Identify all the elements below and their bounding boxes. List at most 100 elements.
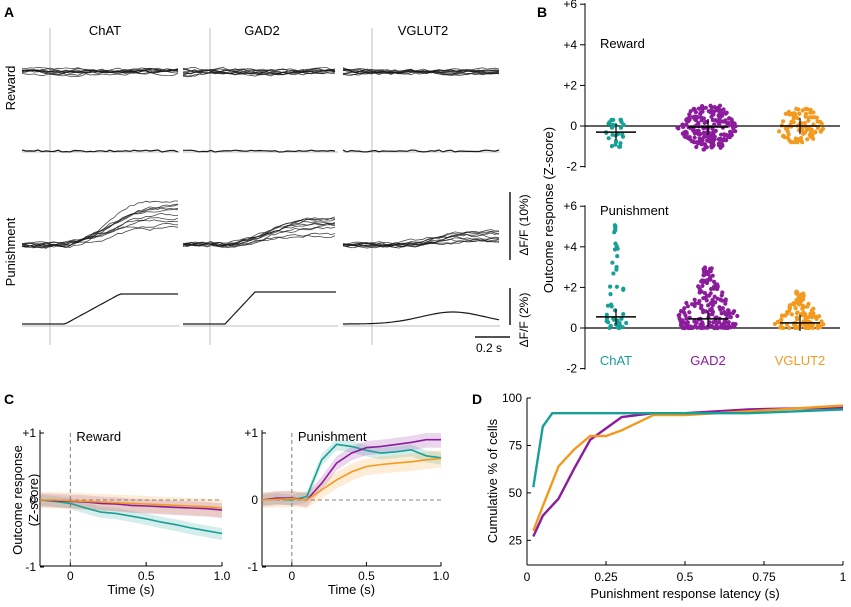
reward-mean-trace [183, 149, 336, 153]
b-point [612, 317, 617, 322]
b-point [700, 104, 705, 109]
b-point [699, 325, 704, 331]
c-xtick-label: 0.5 [358, 569, 375, 583]
c-ytick-label: -1 [247, 560, 258, 574]
b-point [717, 115, 723, 120]
punishment-mean-trace [343, 311, 500, 325]
punishment-trial-trace [182, 223, 336, 246]
b-point [720, 306, 726, 311]
b-point [688, 109, 693, 114]
b-point [699, 142, 704, 147]
d-xlabel: Punishment response latency (s) [590, 586, 779, 601]
b-point [789, 312, 794, 317]
b-point [621, 286, 626, 291]
punishment-trial-trace [342, 238, 500, 249]
b-point [609, 144, 615, 149]
b-point [687, 310, 692, 315]
b-point [681, 124, 686, 130]
b-point [618, 144, 623, 149]
b-point [721, 137, 726, 142]
b-point [692, 107, 697, 113]
d-xtick-label: 0.75 [752, 570, 776, 584]
b-point [682, 310, 687, 315]
b-point [726, 133, 731, 138]
b-point [697, 136, 702, 141]
b-point [619, 316, 624, 321]
b-point [692, 135, 697, 140]
b-point [702, 120, 707, 125]
b-point [793, 306, 798, 311]
b-point [712, 325, 717, 331]
d-xtick-label: 1 [840, 570, 847, 584]
b-point [714, 323, 719, 328]
b-point [692, 131, 697, 136]
b-point [730, 125, 736, 130]
b-point [803, 318, 808, 323]
b-point [610, 132, 615, 137]
b-point [697, 299, 702, 304]
b-ytick-label: -2 [566, 362, 577, 376]
b-point [607, 120, 612, 125]
b-point [613, 228, 618, 233]
b-point [806, 118, 811, 123]
b-point [692, 297, 697, 302]
b-ytick-label: 0 [570, 119, 577, 133]
b-point [798, 300, 803, 305]
c-subplot-title: Reward [76, 429, 121, 444]
b-ytick-label: -2 [566, 160, 577, 174]
b-point [615, 325, 621, 330]
b-point [695, 115, 700, 120]
b-point [692, 319, 697, 324]
b-point [781, 325, 786, 331]
b-point [800, 306, 805, 311]
b-point [813, 129, 818, 134]
b-point [713, 282, 718, 287]
b-point [604, 312, 609, 317]
b-point [695, 325, 700, 330]
b-ytick-label: +4 [563, 38, 577, 52]
b-point [791, 114, 796, 119]
punishment-trial-trace [21, 200, 178, 249]
b-point [720, 119, 725, 124]
b-point [606, 136, 611, 141]
b-point [708, 269, 713, 274]
b-point [611, 271, 616, 276]
punishment-trial-trace [21, 203, 179, 249]
b-point [716, 137, 722, 142]
b-point [799, 293, 804, 298]
b-point [711, 286, 717, 291]
b-point [711, 300, 716, 305]
b-point [802, 121, 808, 126]
c-ytick-label: +1 [244, 426, 258, 440]
c-sem-band [262, 439, 441, 506]
b-point [690, 325, 695, 330]
b-point [811, 306, 816, 311]
b-subplot-title: Reward [600, 36, 645, 51]
b-point [808, 134, 813, 139]
punishment-trial-trace [342, 231, 500, 247]
b-point [800, 303, 805, 308]
b-point [794, 310, 800, 316]
b-point [795, 317, 800, 322]
c-xtick-label: 1.0 [433, 569, 450, 583]
b-point [689, 139, 694, 144]
b-point [717, 141, 723, 147]
b-point [696, 106, 702, 111]
reward-trial-trace [21, 67, 179, 74]
b-point [725, 122, 730, 128]
b-point [711, 140, 716, 145]
b-point [716, 105, 721, 110]
reward-trial-trace [22, 66, 179, 74]
b-category-label: GAD2 [690, 353, 725, 368]
b-ytick-label: +2 [563, 280, 577, 294]
b-point [682, 306, 687, 311]
b-point [719, 293, 724, 298]
b-point [613, 142, 618, 147]
d-xtick-label: 0.25 [594, 570, 618, 584]
b-point [676, 126, 681, 131]
punishment-trial-trace [21, 219, 179, 245]
c-series-line-chat [261, 443, 442, 501]
b-point [779, 317, 784, 322]
panel-label-c: C [4, 391, 14, 407]
b-point [682, 320, 687, 325]
